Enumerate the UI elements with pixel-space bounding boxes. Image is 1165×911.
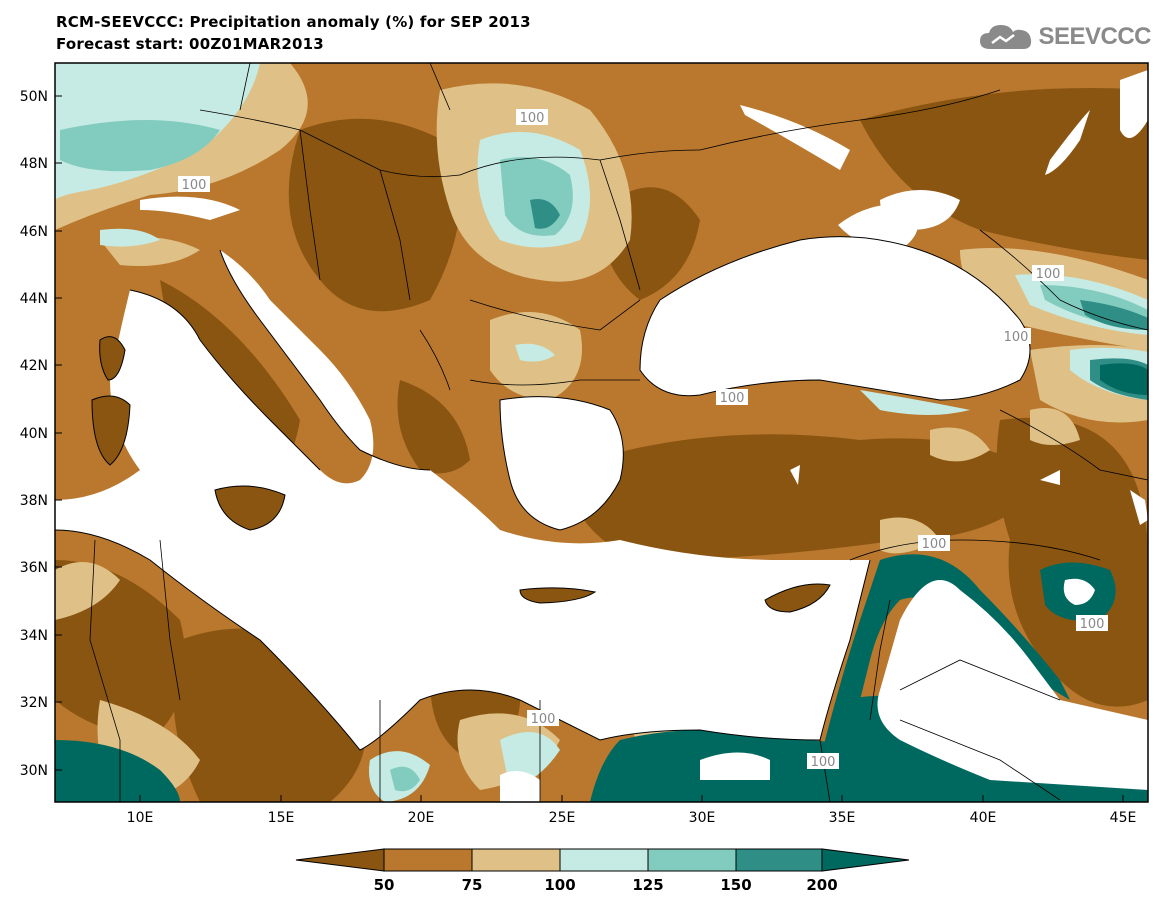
- svg-text:35E: 35E: [829, 810, 856, 826]
- lat-tick-40N: 40N: [20, 426, 62, 442]
- svg-text:100: 100: [1080, 617, 1105, 632]
- svg-text:40N: 40N: [20, 426, 48, 442]
- black-sea: [640, 236, 1030, 400]
- contour-labels: 100 100 100 100 100 100 100 100 100: [178, 109, 1108, 770]
- forecast-start-label: Forecast start: 00Z01MAR2013: [56, 35, 324, 53]
- svg-text:45E: 45E: [1110, 810, 1137, 826]
- lat-tick-32N: 32N: [20, 695, 62, 711]
- svg-text:44N: 44N: [20, 291, 48, 307]
- colorbar-segment-below-50: [295, 848, 385, 872]
- svg-text:100: 100: [520, 111, 545, 126]
- lat-tick-42N: 42N: [20, 358, 62, 374]
- svg-text:100: 100: [1004, 330, 1029, 345]
- sea-of-azov: [880, 190, 960, 230]
- aegean-sea: [500, 396, 624, 530]
- svg-text:100: 100: [720, 391, 745, 406]
- contour-label-7: 100: [1076, 615, 1108, 632]
- svg-text:30E: 30E: [689, 810, 716, 826]
- seas: [55, 70, 1148, 750]
- svg-text:36N: 36N: [20, 560, 48, 576]
- colorbar-segment-150-200: [735, 848, 823, 872]
- colorbar-segment-75-100: [471, 848, 561, 872]
- svg-text:100: 100: [922, 537, 947, 552]
- svg-text:42N: 42N: [20, 358, 48, 374]
- colorbar-label-50: 50: [374, 876, 395, 894]
- sicily: [215, 486, 285, 530]
- latitude-axis: 50N 48N 46N 44N 42N 40N 38N 36N 34N 32N …: [20, 89, 62, 779]
- colorbar-label-125: 125: [632, 876, 663, 894]
- lat-tick-30N: 30N: [20, 763, 62, 779]
- map-title: RCM-SEEVCCC: Precipitation anomaly (%) f…: [56, 13, 531, 31]
- contour-label-9: 100: [807, 753, 839, 770]
- logo-text: SEEVCCC: [1038, 23, 1151, 50]
- colorbar-label-75: 75: [462, 876, 483, 894]
- lon-tick-45E: 45E: [1110, 795, 1137, 826]
- lon-tick-35E: 35E: [829, 795, 856, 826]
- svg-text:46N: 46N: [20, 224, 48, 240]
- colorbar-segment-above-200: [821, 848, 910, 872]
- lon-tick-20E: 20E: [408, 795, 435, 826]
- lon-tick-30E: 30E: [689, 795, 716, 826]
- contour-label-1: 100: [516, 109, 548, 126]
- svg-text:100: 100: [182, 178, 207, 193]
- svg-text:48N: 48N: [20, 156, 48, 172]
- lat-tick-50N: 50N: [20, 89, 62, 105]
- colorbar-label-100: 100: [544, 876, 575, 894]
- svg-text:15E: 15E: [268, 810, 295, 826]
- no-data-patches: [500, 578, 1148, 802]
- lon-tick-25E: 25E: [549, 795, 576, 826]
- lat-tick-44N: 44N: [20, 291, 62, 307]
- colorbar-label-200: 200: [806, 876, 837, 894]
- cloud-icon: [980, 25, 1032, 49]
- lat-tick-48N: 48N: [20, 156, 62, 172]
- svg-text:20E: 20E: [408, 810, 435, 826]
- svg-text:100: 100: [811, 755, 836, 770]
- corsica: [99, 336, 125, 380]
- coastlines: [55, 236, 1031, 751]
- svg-text:30N: 30N: [20, 763, 48, 779]
- country-borders: [89, 63, 1148, 802]
- very-dry-regions: [55, 88, 1148, 802]
- mediterranean-sea: [55, 250, 870, 750]
- colorbar-segment-100-125: [559, 848, 649, 872]
- svg-text:50N: 50N: [20, 89, 48, 105]
- lat-tick-34N: 34N: [20, 628, 62, 644]
- lon-tick-15E: 15E: [268, 795, 295, 826]
- svg-text:38N: 38N: [20, 493, 48, 509]
- svg-text:10E: 10E: [127, 810, 154, 826]
- longitude-axis: 10E 15E 20E 25E 30E 35E 40E 45E: [127, 795, 1137, 826]
- colorbar: 50 75 100 125 150 200: [295, 848, 910, 894]
- svg-text:100: 100: [531, 712, 556, 727]
- contour-label-3: 100: [1032, 265, 1064, 282]
- colorbar-label-150: 150: [720, 876, 751, 894]
- contour-label-4: 100: [1004, 328, 1031, 345]
- colorbar-segment-125-150: [647, 848, 737, 872]
- svg-text:40E: 40E: [970, 810, 997, 826]
- svg-text:25E: 25E: [549, 810, 576, 826]
- seevccc-logo: SEEVCCC: [978, 20, 1151, 54]
- lat-tick-38N: 38N: [20, 493, 62, 509]
- contour-label-5: 100: [716, 389, 748, 406]
- cyprus: [765, 584, 830, 612]
- svg-text:100: 100: [1036, 267, 1061, 282]
- map-area: 100 100 100 100 100 100 100 100 100: [55, 63, 1148, 802]
- lat-tick-46N: 46N: [20, 224, 62, 240]
- lon-tick-40E: 40E: [970, 795, 997, 826]
- contour-label-6: 100: [918, 535, 950, 552]
- contour-label-8: 100: [527, 710, 559, 727]
- islands: [92, 336, 830, 612]
- svg-text:32N: 32N: [20, 695, 48, 711]
- lat-tick-36N: 36N: [20, 560, 62, 576]
- lon-tick-10E: 10E: [127, 795, 154, 826]
- contour-label-2: 100: [178, 176, 210, 193]
- svg-text:34N: 34N: [20, 628, 48, 644]
- sardinia: [92, 396, 130, 465]
- colorbar-segment-50-75: [383, 848, 473, 872]
- crete: [520, 587, 595, 603]
